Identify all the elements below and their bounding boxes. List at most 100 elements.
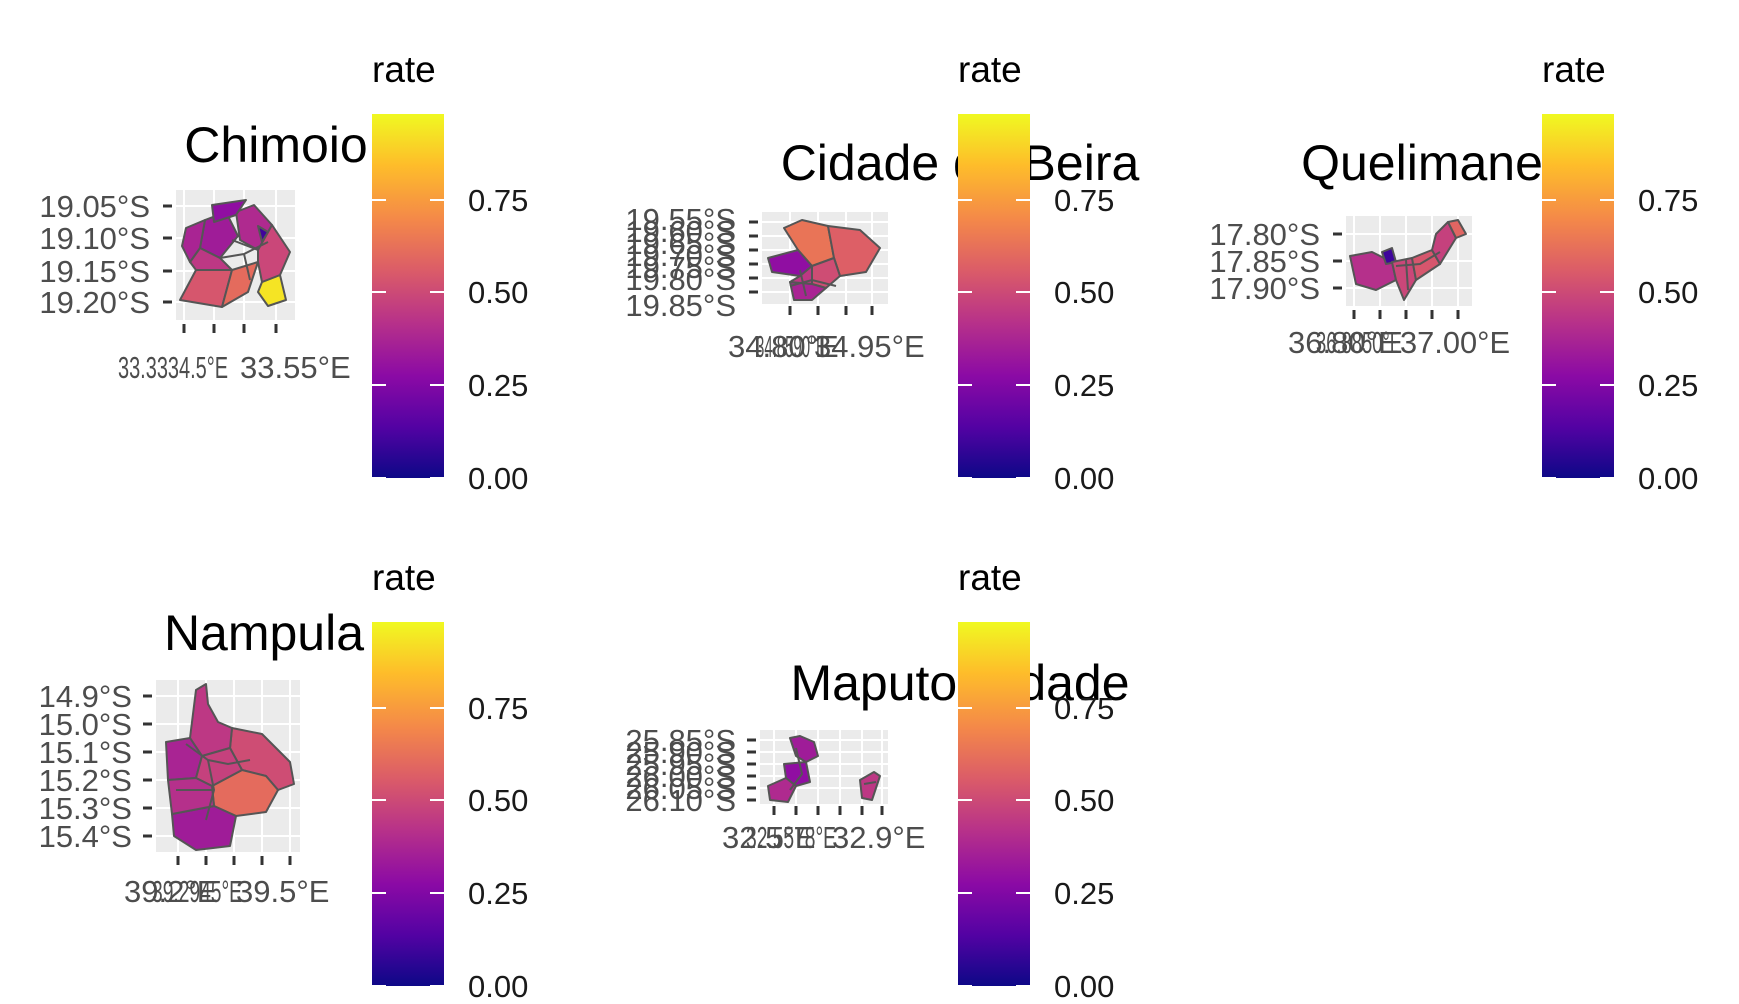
legend-tick-label: 0.75 [1638, 183, 1698, 218]
x-axis: 32.5°E 32.5578°E 32.9°E [722, 806, 925, 855]
legend-tick-label: 0.00 [1054, 969, 1114, 1004]
road-network [219, 239, 269, 281]
y-tick-label: 19.10°S [39, 221, 150, 256]
map-regions [165, 683, 295, 851]
legend-title: rate [372, 49, 436, 90]
legend-tick-label: 0.50 [1638, 275, 1698, 310]
color-legend: rate 0.75 0.50 0.25 0.00 [1542, 49, 1698, 496]
y-tick-label: 25.95°S [625, 747, 736, 782]
x-tick-label: 34.80°E [728, 329, 839, 364]
legend-tick-label: 0.00 [1054, 461, 1114, 496]
color-legend: rate 0.75 0.50 0.25 0.00 [958, 557, 1114, 1004]
color-legend: rate 0.75 0.50 0.25 0.00 [372, 49, 528, 496]
y-tick-label: 15.2°S [39, 763, 132, 798]
legend-tick-label: 0.25 [1054, 876, 1114, 911]
x-tick-label: 34.95°E [814, 329, 925, 364]
panel-title: Chimoio [184, 117, 367, 173]
region [789, 265, 813, 285]
x-tick-label: 32.9°E [832, 820, 925, 855]
legend-colorbar [1542, 114, 1614, 478]
road-network [789, 269, 837, 297]
x-tick-label: 39.2°E [124, 874, 217, 909]
legend-tick-label: 0.00 [1638, 461, 1698, 496]
x-tick-label-overlap: 33.3334.5°E [118, 350, 228, 385]
legend-title: rate [372, 557, 436, 598]
legend-tick-label: 0.75 [1054, 691, 1114, 726]
region [257, 225, 269, 243]
legend-tick-label: 0.75 [468, 183, 528, 218]
x-axis: 33.3334.5°E 33.55°E [118, 324, 351, 385]
legend-tick-label: 0.50 [468, 783, 528, 818]
y-tick-label: 14.9°S [39, 679, 132, 714]
region [257, 224, 291, 283]
x-tick-label: 37.00°E [1400, 325, 1510, 360]
map-regions [179, 199, 291, 308]
map-regions [767, 219, 881, 301]
y-tick-label: 15.1°S [39, 735, 132, 770]
region [1447, 219, 1467, 239]
color-legend: rate 0.75 0.50 0.25 0.00 [372, 557, 528, 1004]
y-tick-label: 25.90°S [625, 735, 736, 770]
y-tick-label: 17.85°S [1209, 244, 1320, 279]
legend-tick-label: 0.75 [468, 691, 528, 726]
y-tick-label: 25.85°S [625, 723, 736, 758]
legend-tick-label: 0.25 [468, 876, 528, 911]
region [181, 219, 206, 263]
legend-colorbar [958, 114, 1030, 478]
legend-title: rate [958, 557, 1022, 598]
y-tick-label: 15.4°S [39, 819, 132, 854]
y-axis: 17.80°S 17.85°S 17.90°S [1209, 217, 1342, 306]
legend-tick-label: 0.25 [1638, 368, 1698, 403]
region [211, 199, 247, 223]
x-tick-label-overlap: 36.8850°E [1316, 325, 1402, 360]
legend-tick-label: 0.25 [468, 368, 528, 403]
y-tick-label: 19.65°S [625, 226, 736, 261]
y-tick-label: 17.80°S [1209, 217, 1320, 252]
legend-tick-label: 0.50 [1054, 783, 1114, 818]
x-tick-label: 39.5°E [236, 874, 329, 909]
y-tick-label: 19.80°S [625, 262, 736, 297]
legend-colorbar [372, 114, 444, 478]
y-tick-label: 15.3°S [39, 791, 132, 826]
y-tick-label: 19.70°S [625, 238, 736, 273]
y-tick-label: 26.00°S [625, 759, 736, 794]
y-axis: 25.85°S 25.90°S 25.95°S 26.00°S 26.05°S … [625, 723, 756, 818]
y-tick-label: 19.60°S [625, 214, 736, 249]
panel-maputo: 25.85°S 25.90°S 25.95°S 26.00°S 26.05°S … [625, 557, 1129, 1004]
legend-colorbar [372, 622, 444, 986]
map-regions [1349, 219, 1467, 301]
road-network [176, 743, 251, 821]
y-tick-label: 26.05°S [625, 771, 736, 806]
legend-tick-label: 0.00 [468, 461, 528, 496]
legend-colorbar [958, 622, 1030, 986]
x-axis: 39.2°E 39.2945°E 39.5°E [124, 856, 329, 909]
y-tick-label: 19.20°S [39, 285, 150, 320]
y-axis: 14.9°S 15.0°S 15.1°S 15.2°S 15.3°S 15.4°… [39, 679, 152, 854]
region [767, 777, 797, 803]
road-network [1395, 251, 1441, 291]
y-axis: 19.55°S 19.60°S 19.65°S 19.70°S 19.75°S … [625, 202, 758, 323]
x-axis: 34.80°E 34.8590°E 34.95°E [728, 306, 925, 364]
panel-chimoio: 19.05°S 19.10°S 19.15°S 19.20°S 33.3334.… [39, 49, 528, 496]
region [783, 761, 811, 787]
region [859, 771, 881, 801]
y-tick-label: 26.10°S [625, 783, 736, 818]
panel-quelimane: 17.80°S 17.85°S 17.90°S 36.80°E 36.8850°… [1209, 49, 1698, 496]
y-tick-label: 17.90°S [1209, 271, 1320, 306]
region [1391, 257, 1417, 301]
panel-title: Quelimane [1301, 135, 1543, 191]
legend-tick-label: 0.00 [468, 969, 528, 1004]
y-tick-label: 19.05°S [39, 189, 150, 224]
color-legend: rate 0.75 0.50 0.25 0.00 [958, 49, 1114, 496]
x-axis: 36.80°E 36.8850°E 37.00°E [1288, 310, 1510, 360]
x-tick-label: 32.5°E [722, 820, 815, 855]
legend-tick-label: 0.75 [1054, 183, 1114, 218]
x-tick-label-overlap: 34.8590°E [756, 329, 826, 364]
x-tick-label: 33.55°E [240, 350, 351, 385]
y-axis: 19.05°S 19.10°S 19.15°S 19.20°S [39, 189, 172, 320]
x-tick-label-overlap: 32.5578°E [746, 820, 836, 855]
y-tick-label: 19.15°S [39, 254, 150, 289]
legend-tick-label: 0.25 [1054, 368, 1114, 403]
y-tick-label: 15.0°S [39, 707, 132, 742]
